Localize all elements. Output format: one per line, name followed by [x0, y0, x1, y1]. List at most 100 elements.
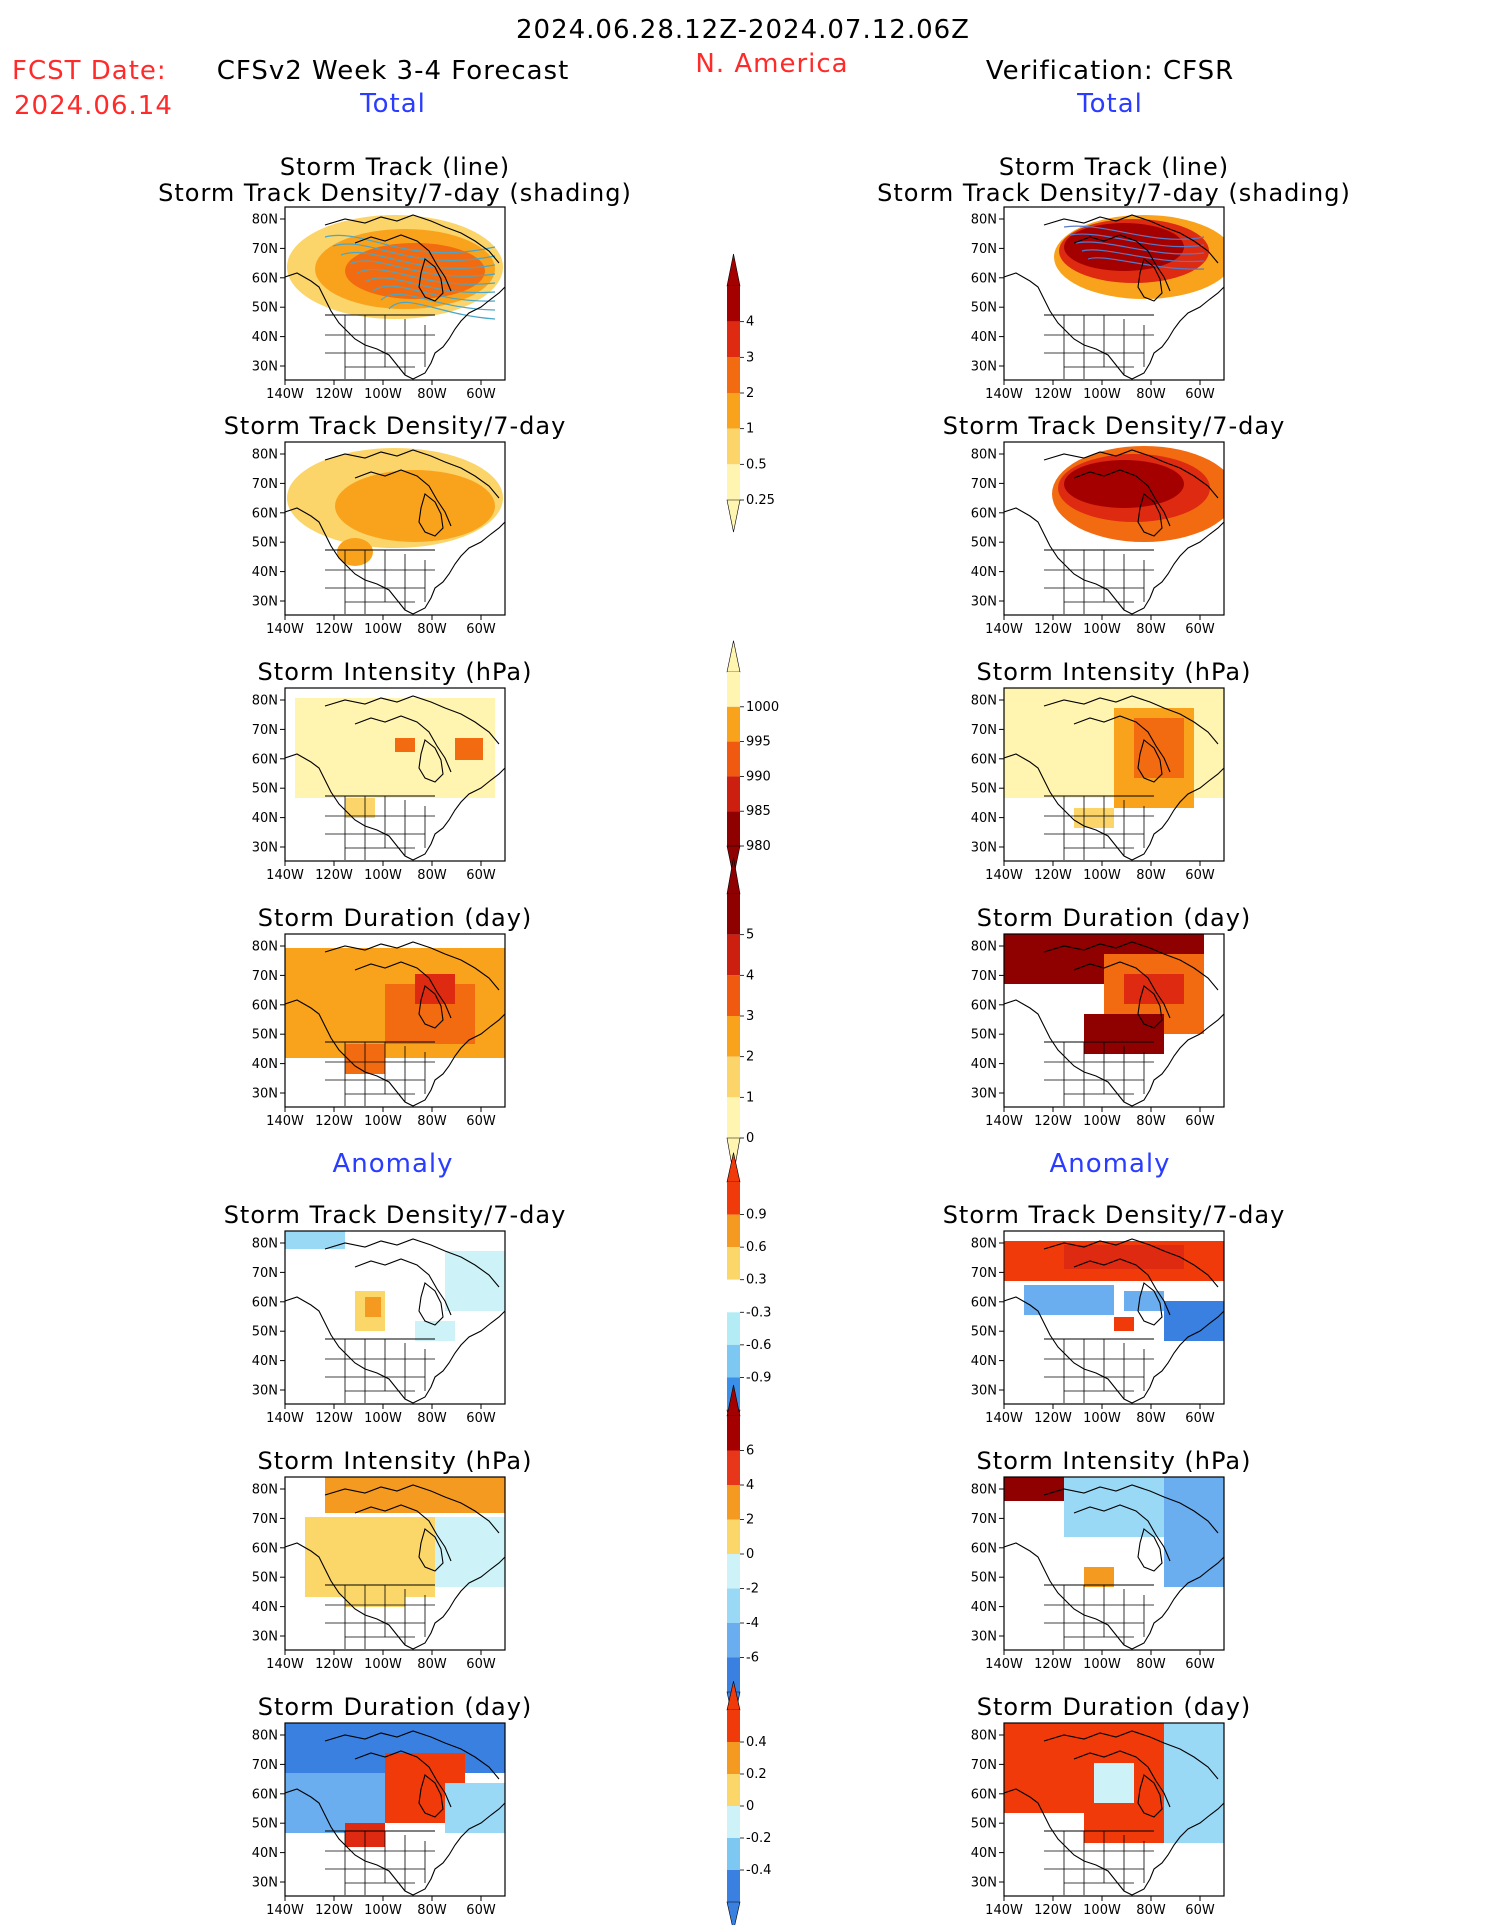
lat-tick-label: 60N [252, 1295, 278, 1310]
lat-tick-label: 60N [971, 998, 997, 1013]
lon-tick-label: 80W [1136, 1411, 1166, 1426]
colorbar-swatch [727, 741, 740, 777]
lon-tick-label: 100W [364, 387, 402, 402]
lat-tick-label: 80N [252, 1729, 278, 1744]
colorbar-label: -0.2 [746, 1831, 771, 1846]
lon-tick-label: 80W [417, 1114, 447, 1129]
colorbar-label: 4 [746, 1478, 754, 1493]
lon-tick-label: 140W [266, 868, 304, 883]
map-field [285, 934, 505, 1107]
left-title: CFSv2 Week 3-4 Forecast [217, 56, 570, 86]
lon-tick-label: 80W [417, 622, 447, 637]
lon-tick-label: 80W [1136, 1903, 1166, 1918]
lat-tick-label: 40N [252, 330, 278, 345]
lat-tick-label: 40N [252, 1846, 278, 1861]
map-field [285, 1231, 505, 1404]
lat-tick-label: 30N [252, 1087, 278, 1102]
lon-tick-label: 120W [315, 1657, 353, 1672]
lon-tick-label: 80W [1136, 868, 1166, 883]
colorbar-label: 0.2 [746, 1767, 767, 1782]
lon-tick-label: 120W [1034, 868, 1072, 883]
lat-tick-label: 40N [971, 565, 997, 580]
lat-tick-label: 80N [971, 448, 997, 463]
map-panels: Storm Track (line) Storm Track Density/7-… [158, 153, 1350, 1918]
colorbar-label: 1000 [746, 700, 779, 715]
colorbar-duration-total: 5 4 3 2 1 0 [726, 857, 754, 1175]
map-frame [284, 933, 506, 1108]
lon-tick-label: 120W [1034, 1657, 1072, 1672]
colorbar-swatch [727, 1097, 740, 1138]
colorbar-swatch [727, 1554, 740, 1589]
lat-tick-label: 30N [252, 1384, 278, 1399]
lon-tick-label: 100W [364, 1114, 402, 1129]
lat-tick-label: 60N [971, 1295, 997, 1310]
colorbar-swatch [727, 811, 740, 846]
colorbar-label: 980 [746, 839, 771, 854]
lon-tick-label: 60W [466, 1114, 496, 1129]
colorbar-swatch [727, 672, 740, 707]
map-frame [1003, 933, 1225, 1108]
lat-tick-label: 70N [971, 1512, 997, 1527]
lon-tick-label: 100W [1083, 1657, 1121, 1672]
lat-tick-label: 50N [971, 536, 997, 551]
colorbar-label: 995 [746, 735, 771, 750]
colorbar-swatch [727, 1016, 740, 1057]
colorbar-swatch [727, 1519, 740, 1554]
colorbar-swatch [727, 1247, 740, 1280]
colorbar-label: -4 [746, 1616, 759, 1631]
colorbar-swatch [727, 1344, 740, 1378]
panel-title: Storm Track Density/7-day [224, 1201, 567, 1229]
lat-tick-label: 80N [252, 694, 278, 709]
colorbar-label: 0.9 [746, 1208, 767, 1223]
map-frame [284, 1476, 506, 1651]
verif-track-panel: Storm Track (line)Storm Track Density/7-… [877, 153, 1350, 402]
verif-duration-panel: Storm Duration (day) 80N 70N 60N 50N 40N 30N 14… [971, 904, 1251, 1129]
map-field [1004, 1477, 1224, 1650]
map-field [285, 688, 505, 861]
right-anomaly-label: Anomaly [1049, 1149, 1170, 1179]
map-frame [1003, 1230, 1225, 1405]
lon-tick-label: 140W [266, 1657, 304, 1672]
lon-tick-label: 80W [1136, 1114, 1166, 1129]
colorbar-label: -0.6 [746, 1338, 771, 1353]
lat-tick-label: 70N [971, 723, 997, 738]
map-field [1004, 1723, 1224, 1896]
lon-tick-label: 100W [1083, 1903, 1121, 1918]
lon-tick-label: 80W [1136, 387, 1166, 402]
colorbar-swatch [727, 1588, 740, 1623]
map-frame [1003, 1476, 1225, 1651]
lat-tick-label: 50N [971, 1571, 997, 1586]
panel-title: Storm Track (line) [999, 153, 1229, 181]
lat-tick-label: 60N [252, 752, 278, 767]
region-label: N. America [695, 49, 848, 79]
lat-tick-label: 60N [971, 506, 997, 521]
lat-tick-label: 70N [252, 1758, 278, 1773]
lat-tick-label: 40N [252, 811, 278, 826]
map-field [285, 442, 505, 615]
lon-tick-label: 120W [1034, 387, 1072, 402]
lon-tick-label: 60W [1185, 622, 1215, 637]
lat-tick-label: 30N [971, 1087, 997, 1102]
map-field [1004, 688, 1224, 861]
colorbar-swatch [727, 1838, 740, 1870]
colorbar-duration-anomaly: 0.4 0.2 0 -0.2 -0.4 [726, 1681, 771, 1925]
fcst-intensity-panel: Storm Intensity (hPa) 80N 70N 60N 50N 40N 30N 1… [252, 658, 532, 883]
lat-tick-label: 60N [971, 1787, 997, 1802]
colorbar-swatch [727, 321, 740, 358]
verif-density-anomaly-panel: Storm Track Density/7-day 80N 70N 60N 50N 40N… [943, 1201, 1285, 1426]
lat-tick-label: 40N [252, 1354, 278, 1369]
map-field [1004, 207, 1224, 380]
colorbar-label: 2 [746, 1513, 754, 1528]
lon-tick-label: 120W [315, 1114, 353, 1129]
map-frame [1003, 441, 1225, 616]
lon-tick-label: 80W [417, 1657, 447, 1672]
colorbar-swatch [727, 1450, 740, 1485]
lon-tick-label: 60W [466, 1657, 496, 1672]
lat-tick-label: 60N [252, 271, 278, 286]
lon-tick-label: 100W [364, 1903, 402, 1918]
lat-tick-label: 30N [252, 841, 278, 856]
colorbar-label: 2 [746, 1050, 754, 1065]
panel-title: Storm Track Density/7-day [224, 412, 567, 440]
lat-tick-label: 80N [971, 694, 997, 709]
